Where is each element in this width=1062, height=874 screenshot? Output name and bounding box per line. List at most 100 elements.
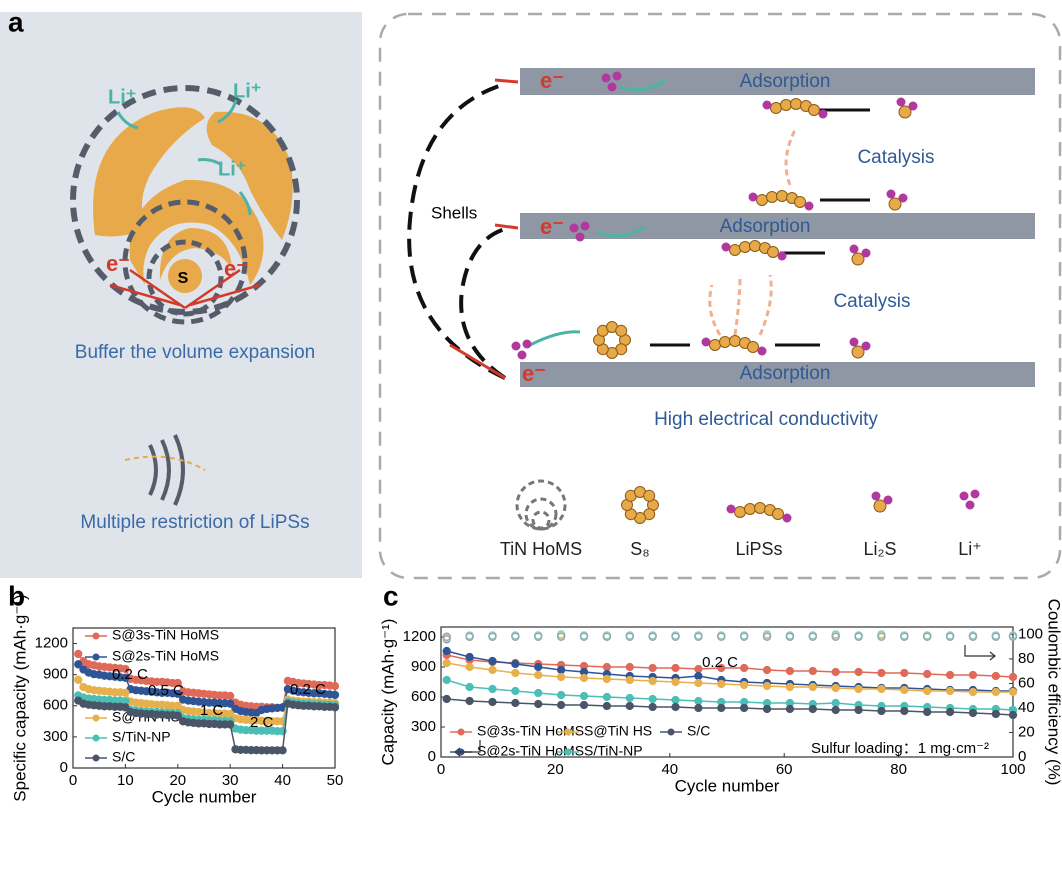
- atom: [861, 341, 871, 351]
- data-point: [831, 705, 840, 715]
- legend-marker: [564, 748, 572, 756]
- atom: [782, 513, 792, 523]
- data-point: [1008, 632, 1018, 641]
- data-point: [648, 694, 657, 704]
- atom: [729, 244, 741, 256]
- data-point: [442, 632, 451, 641]
- annotation: 0.2 C: [112, 666, 148, 683]
- data-point: [648, 663, 657, 673]
- data-point: [648, 676, 657, 686]
- data-point: [854, 684, 863, 694]
- legend-label: S@3s-TiN HoMS: [112, 627, 219, 643]
- y-tick-label: 1200: [35, 635, 68, 652]
- data-point: [877, 632, 886, 641]
- data-point: [442, 675, 451, 685]
- data-point: [877, 630, 886, 639]
- li-label: Li⁺: [233, 80, 261, 102]
- data-point: [762, 665, 772, 675]
- data-point: [625, 693, 634, 703]
- data-point: [330, 681, 340, 691]
- data-point: [900, 685, 909, 695]
- data-point: [442, 694, 451, 704]
- data-point: [226, 691, 235, 701]
- catalysis-label: Catalysis: [857, 147, 934, 168]
- atom: [719, 336, 731, 348]
- data-point: [121, 703, 130, 712]
- panel-label: b: [8, 580, 25, 611]
- data-point: [945, 670, 955, 680]
- data-point: [556, 672, 566, 682]
- atom: [772, 508, 784, 520]
- atom: [729, 335, 741, 347]
- data-point: [762, 630, 772, 639]
- y2-tick-label: 40: [1018, 699, 1035, 716]
- axis-arrow: [454, 645, 996, 757]
- data-point: [625, 701, 634, 711]
- data-point: [488, 684, 497, 694]
- legend-marker: [92, 653, 100, 661]
- data-point: [877, 668, 886, 678]
- data-point: [717, 703, 726, 713]
- data-point: [694, 696, 703, 706]
- data-point: [854, 632, 863, 641]
- data-point: [465, 652, 474, 662]
- data-point: [465, 632, 474, 641]
- atom: [808, 104, 820, 116]
- atom: [754, 502, 766, 514]
- data-point: [717, 679, 726, 689]
- y2-tick-label: 20: [1018, 723, 1035, 740]
- molecules: [511, 71, 980, 524]
- atom: [721, 242, 731, 252]
- atom: [871, 491, 881, 501]
- data-point: [625, 675, 634, 685]
- data-point: [226, 699, 235, 708]
- data-point: [694, 678, 703, 688]
- data-point: [968, 632, 978, 641]
- data-point: [173, 678, 182, 688]
- shell-bars: [520, 68, 1035, 387]
- legend-label: S@TiN HS: [584, 723, 652, 739]
- data-point: [602, 632, 612, 641]
- atom: [747, 341, 759, 353]
- data-point: [671, 632, 680, 641]
- data-point: [762, 632, 772, 641]
- atom: [818, 109, 828, 119]
- data-point: [923, 686, 932, 696]
- data-point: [671, 695, 680, 705]
- atom: [615, 324, 628, 337]
- atom: [757, 346, 767, 356]
- data-point: [173, 711, 182, 720]
- atom: [607, 82, 617, 92]
- data-point: [511, 668, 520, 678]
- data-point: [694, 632, 703, 641]
- data-point: [121, 673, 130, 682]
- data-point: [831, 632, 840, 641]
- data-point: [602, 692, 612, 702]
- data-point: [465, 682, 474, 692]
- data-point: [488, 656, 497, 666]
- data-point: [465, 696, 474, 706]
- data-point: [74, 649, 83, 659]
- atom: [851, 345, 865, 359]
- data-point: [579, 691, 589, 701]
- y2-axis-label: Coulombic efficiency (%): [1045, 599, 1062, 786]
- caption: Buffer the volume expansion: [75, 342, 315, 363]
- electron-label: e⁻: [106, 251, 130, 276]
- data-point: [762, 704, 772, 714]
- atom: [739, 241, 751, 253]
- legend-label: TiN HoMS: [500, 539, 582, 559]
- x-tick-label: 40: [661, 761, 678, 778]
- y-axis-label: Capacity (mAh·g⁻¹): [378, 619, 397, 766]
- data-point: [991, 687, 1000, 697]
- data-point: [923, 632, 932, 641]
- atom: [580, 221, 590, 231]
- y-tick-label: 300: [411, 718, 436, 735]
- legend-marker: [667, 728, 675, 736]
- data-point: [900, 668, 909, 678]
- data-point: [121, 688, 130, 697]
- electron-label: e⁻: [540, 68, 564, 93]
- annotation: 2 C: [250, 714, 274, 731]
- data-point: [602, 674, 612, 684]
- legend-label: S₈: [630, 539, 649, 559]
- sphere: [70, 85, 300, 325]
